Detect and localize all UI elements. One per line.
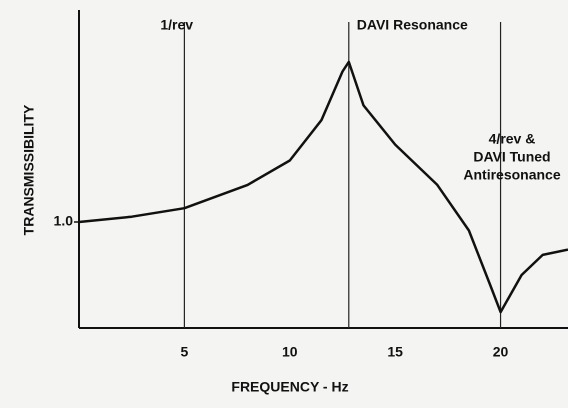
marker-label: DAVI Tuned xyxy=(473,149,550,165)
x-tick-label: 10 xyxy=(282,344,298,360)
marker-label: DAVI Resonance xyxy=(357,17,468,33)
marker-label: Antiresonance xyxy=(463,167,560,183)
x-axis-label: FREQUENCY - Hz xyxy=(231,379,348,395)
marker-label: 4/rev & xyxy=(489,131,536,147)
x-tick-label: 5 xyxy=(180,344,188,360)
x-tick-label: 20 xyxy=(493,344,509,360)
x-tick-label: 15 xyxy=(387,344,403,360)
y-axis-label: TRANSMISSIBILITY xyxy=(21,104,37,235)
marker-label: 1/rev xyxy=(160,17,193,33)
y-tick-label: 1.0 xyxy=(54,213,74,229)
line xyxy=(78,60,568,314)
